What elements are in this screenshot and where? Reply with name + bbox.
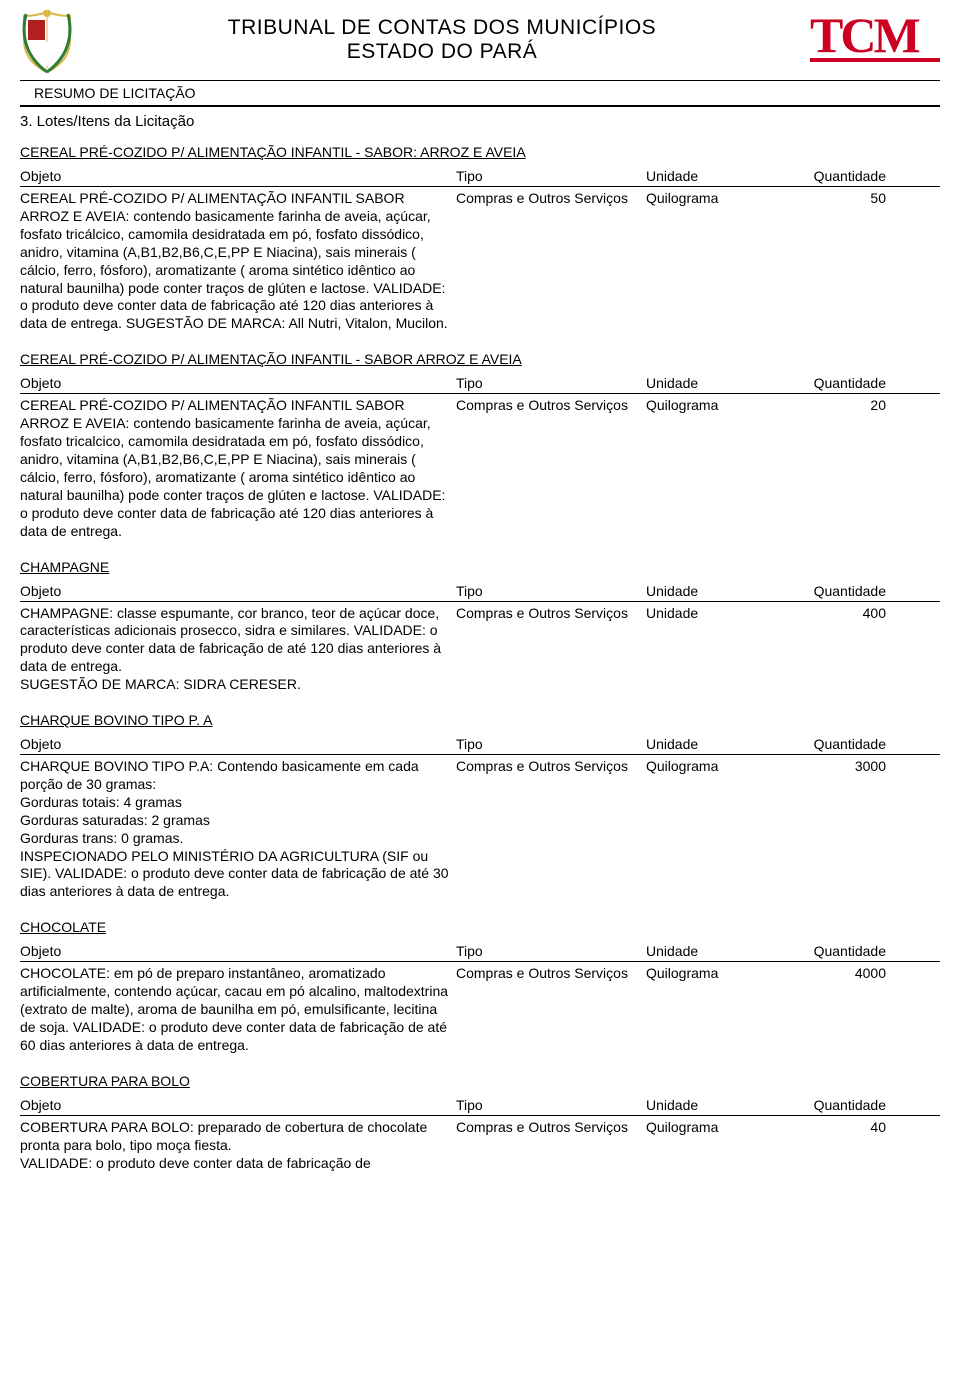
- item-block: CEREAL PRÉ-COZIDO P/ ALIMENTAÇÃO INFANTI…: [20, 351, 940, 540]
- item-title: COBERTURA PARA BOLO: [20, 1073, 940, 1089]
- header-title: TRIBUNAL DE CONTAS DOS MUNICÍPIOS ESTADO…: [74, 10, 810, 64]
- col-objeto: Objeto: [20, 583, 456, 599]
- section-title: 3. Lotes/Itens da Licitação: [20, 113, 940, 130]
- item-quantidade: 4000: [776, 965, 912, 981]
- item-description: CHARQUE BOVINO TIPO P.A: Contendo basica…: [20, 758, 456, 901]
- col-tipo: Tipo: [456, 943, 646, 959]
- col-quantidade: Quantidade: [776, 736, 886, 752]
- header-row: TRIBUNAL DE CONTAS DOS MUNICÍPIOS ESTADO…: [20, 10, 940, 74]
- col-unidade: Unidade: [646, 375, 776, 391]
- col-tipo: Tipo: [456, 1097, 646, 1113]
- item-description: COBERTURA PARA BOLO: preparado de cobert…: [20, 1119, 456, 1173]
- col-objeto: Objeto: [20, 736, 456, 752]
- item-title: CHOCOLATE: [20, 919, 940, 935]
- data-row: CEREAL PRÉ-COZIDO P/ ALIMENTAÇÃO INFANTI…: [20, 187, 940, 333]
- col-unidade: Unidade: [646, 168, 776, 184]
- item-quantidade: 50: [776, 190, 912, 206]
- col-unidade: Unidade: [646, 943, 776, 959]
- col-unidade: Unidade: [646, 1097, 776, 1113]
- data-row: CEREAL PRÉ-COZIDO P/ ALIMENTAÇÃO INFANTI…: [20, 394, 940, 540]
- column-header-row: ObjetoTipoUnidadeQuantidade: [20, 941, 940, 962]
- title-line-2: ESTADO DO PARÁ: [74, 40, 810, 64]
- col-tipo: Tipo: [456, 736, 646, 752]
- item-unidade: Quilograma: [646, 758, 776, 774]
- col-objeto: Objeto: [20, 943, 456, 959]
- item-unidade: Quilograma: [646, 190, 776, 206]
- col-tipo: Tipo: [456, 168, 646, 184]
- data-row: CHAMPAGNE: classe espumante, cor branco,…: [20, 602, 940, 695]
- item-description: CHOCOLATE: em pó de preparo instantâneo,…: [20, 965, 456, 1055]
- divider: [20, 80, 940, 81]
- col-quantidade: Quantidade: [776, 943, 886, 959]
- col-objeto: Objeto: [20, 1097, 456, 1113]
- svg-text:TCM: TCM: [810, 10, 919, 63]
- item-title: CEREAL PRÉ-COZIDO P/ ALIMENTAÇÃO INFANTI…: [20, 351, 940, 367]
- column-header-row: ObjetoTipoUnidadeQuantidade: [20, 581, 940, 602]
- item-tipo: Compras e Outros Serviços: [456, 965, 646, 981]
- item-description: CHAMPAGNE: classe espumante, cor branco,…: [20, 605, 456, 695]
- column-header-row: ObjetoTipoUnidadeQuantidade: [20, 1095, 940, 1116]
- col-tipo: Tipo: [456, 375, 646, 391]
- item-block: CHARQUE BOVINO TIPO P. A ObjetoTipoUnidad…: [20, 712, 940, 901]
- item-unidade: Unidade: [646, 605, 776, 621]
- item-quantidade: 400: [776, 605, 912, 621]
- item-block: CEREAL PRÉ-COZIDO P/ ALIMENTAÇÃO INFANTI…: [20, 144, 940, 333]
- item-tipo: Compras e Outros Serviços: [456, 190, 646, 206]
- column-header-row: ObjetoTipoUnidadeQuantidade: [20, 734, 940, 755]
- item-title: CHAMPAGNE: [20, 559, 940, 575]
- item-block: CHAMPAGNE ObjetoTipoUnidadeQuantidade CHAM…: [20, 559, 940, 695]
- item-quantidade: 40: [776, 1119, 912, 1135]
- item-unidade: Quilograma: [646, 1119, 776, 1135]
- col-quantidade: Quantidade: [776, 168, 886, 184]
- column-header-row: ObjetoTipoUnidadeQuantidade: [20, 373, 940, 394]
- page: TRIBUNAL DE CONTAS DOS MUNICÍPIOS ESTADO…: [0, 0, 960, 1211]
- col-quantidade: Quantidade: [776, 1097, 886, 1113]
- item-tipo: Compras e Outros Serviços: [456, 758, 646, 774]
- item-unidade: Quilograma: [646, 965, 776, 981]
- item-description: CEREAL PRÉ-COZIDO P/ ALIMENTAÇÃO INFANTI…: [20, 190, 456, 333]
- item-tipo: Compras e Outros Serviços: [456, 1119, 646, 1135]
- item-quantidade: 20: [776, 397, 912, 413]
- col-quantidade: Quantidade: [776, 375, 886, 391]
- tcm-logo-icon: TCM: [810, 10, 940, 66]
- col-objeto: Objeto: [20, 375, 456, 391]
- col-unidade: Unidade: [646, 736, 776, 752]
- item-quantidade: 3000: [776, 758, 912, 774]
- item-block: CHOCOLATE ObjetoTipoUnidadeQuantidade CHOC…: [20, 919, 940, 1055]
- item-title: CHARQUE BOVINO TIPO P. A: [20, 712, 940, 728]
- data-row: COBERTURA PARA BOLO: preparado de cobert…: [20, 1116, 940, 1173]
- sub-header: RESUMO DE LICITAÇÃO: [34, 85, 940, 101]
- item-title: CEREAL PRÉ-COZIDO P/ ALIMENTAÇÃO INFANTI…: [20, 144, 940, 160]
- title-line-1: TRIBUNAL DE CONTAS DOS MUNICÍPIOS: [74, 16, 810, 40]
- item-tipo: Compras e Outros Serviços: [456, 397, 646, 413]
- item-description: CEREAL PRÉ-COZIDO P/ ALIMENTAÇÃO INFANTI…: [20, 397, 456, 540]
- column-header-row: ObjetoTipoUnidadeQuantidade: [20, 166, 940, 187]
- data-row: CHOCOLATE: em pó de preparo instantâneo,…: [20, 962, 940, 1055]
- col-tipo: Tipo: [456, 583, 646, 599]
- col-quantidade: Quantidade: [776, 583, 886, 599]
- col-unidade: Unidade: [646, 583, 776, 599]
- item-tipo: Compras e Outros Serviços: [456, 605, 646, 621]
- col-objeto: Objeto: [20, 168, 456, 184]
- shield-icon: [20, 10, 74, 74]
- item-block: COBERTURA PARA BOLO ObjetoTipoUnidadeQuan…: [20, 1073, 940, 1173]
- data-row: CHARQUE BOVINO TIPO P.A: Contendo basica…: [20, 755, 940, 901]
- items-container: CEREAL PRÉ-COZIDO P/ ALIMENTAÇÃO INFANTI…: [20, 144, 940, 1173]
- divider: [20, 105, 940, 107]
- item-unidade: Quilograma: [646, 397, 776, 413]
